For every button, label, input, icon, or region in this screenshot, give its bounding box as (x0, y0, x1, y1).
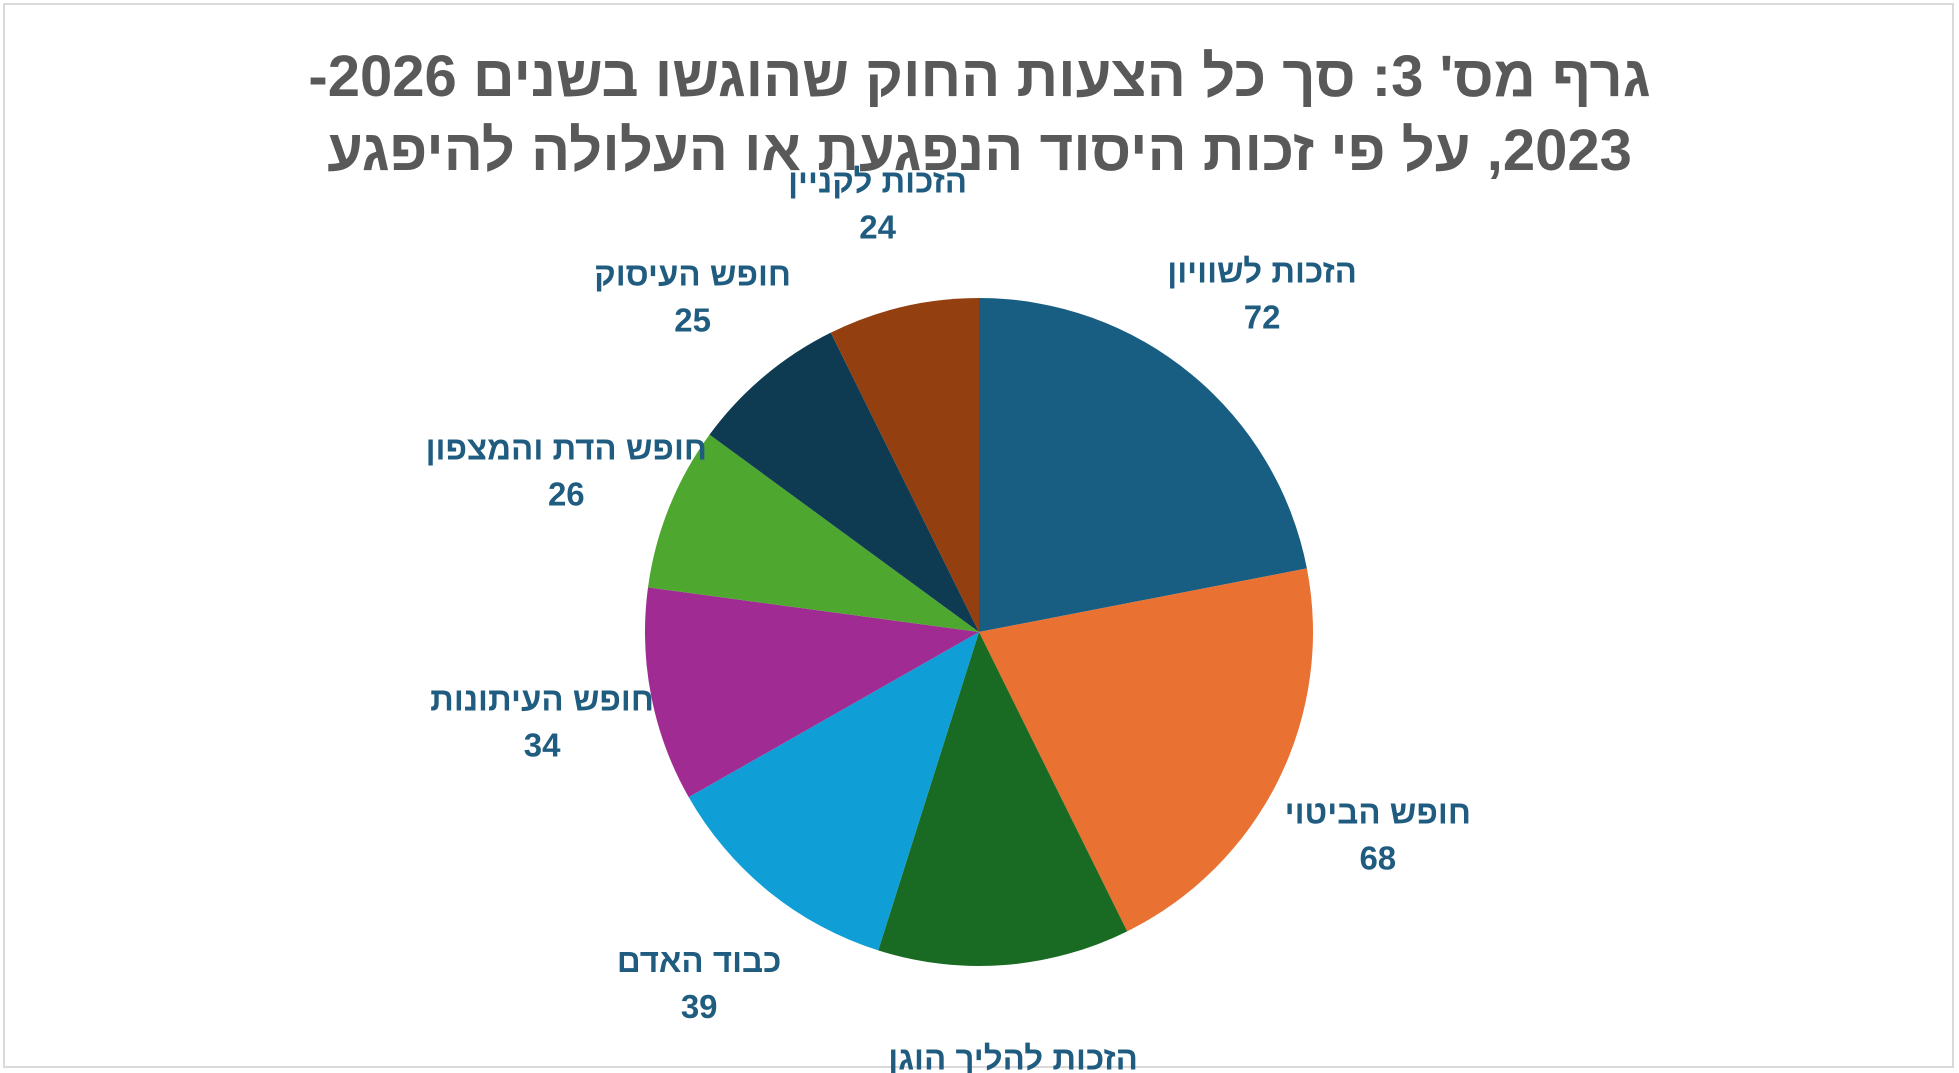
data-label-value-7: 25 (674, 301, 711, 338)
data-label-value-4: 39 (681, 988, 718, 1025)
pie-slice-2 (979, 568, 1313, 932)
pie-slice-1 (979, 298, 1307, 632)
pie-data-labels: הזכות לשוויון 72 חופש הביטוי 68 הזכות להליך … (426, 163, 1471, 1073)
data-label-value-8: 24 (859, 209, 896, 246)
data-label-category-4: כבוד האדם (617, 942, 782, 979)
pie-slice-7 (709, 332, 979, 632)
pie-slice-3 (878, 632, 1128, 966)
data-label-value-1: 72 (1244, 299, 1281, 336)
data-label-value-2: 68 (1359, 840, 1396, 877)
pie-slice-5 (645, 587, 979, 798)
data-label-category-2: חופש הביטוי (1285, 794, 1471, 831)
data-label-category-7: חופש העיסוק (594, 255, 791, 292)
data-label-value-5: 34 (524, 727, 561, 764)
data-label-category-5: חופש העיתונות (430, 681, 654, 718)
chart-title-line-2: 2023, על פי זכות היסוד הנפגעת או העלולה … (327, 118, 1632, 183)
chart-title: גרף מס' 3: סך כל הצעות החוק שהוגשו בשנים… (0, 40, 1959, 188)
pie-slice-6 (648, 434, 979, 632)
data-label-value-6: 26 (548, 476, 585, 513)
data-label-category-3: הזכות להליך הוגן (888, 1040, 1138, 1073)
data-label-category-6: חופש הדת והמצפון (426, 430, 707, 467)
pie-slices (645, 298, 1313, 966)
data-label-category-8: הזכות לקניין (788, 163, 967, 200)
pie-slice-8 (830, 298, 979, 632)
pie-slice-4 (688, 632, 979, 951)
data-label-category-1: הזכות לשוויון (1167, 253, 1357, 290)
chart-title-line-1: גרף מס' 3: סך כל הצעות החוק שהוגשו בשנים… (308, 44, 1651, 109)
